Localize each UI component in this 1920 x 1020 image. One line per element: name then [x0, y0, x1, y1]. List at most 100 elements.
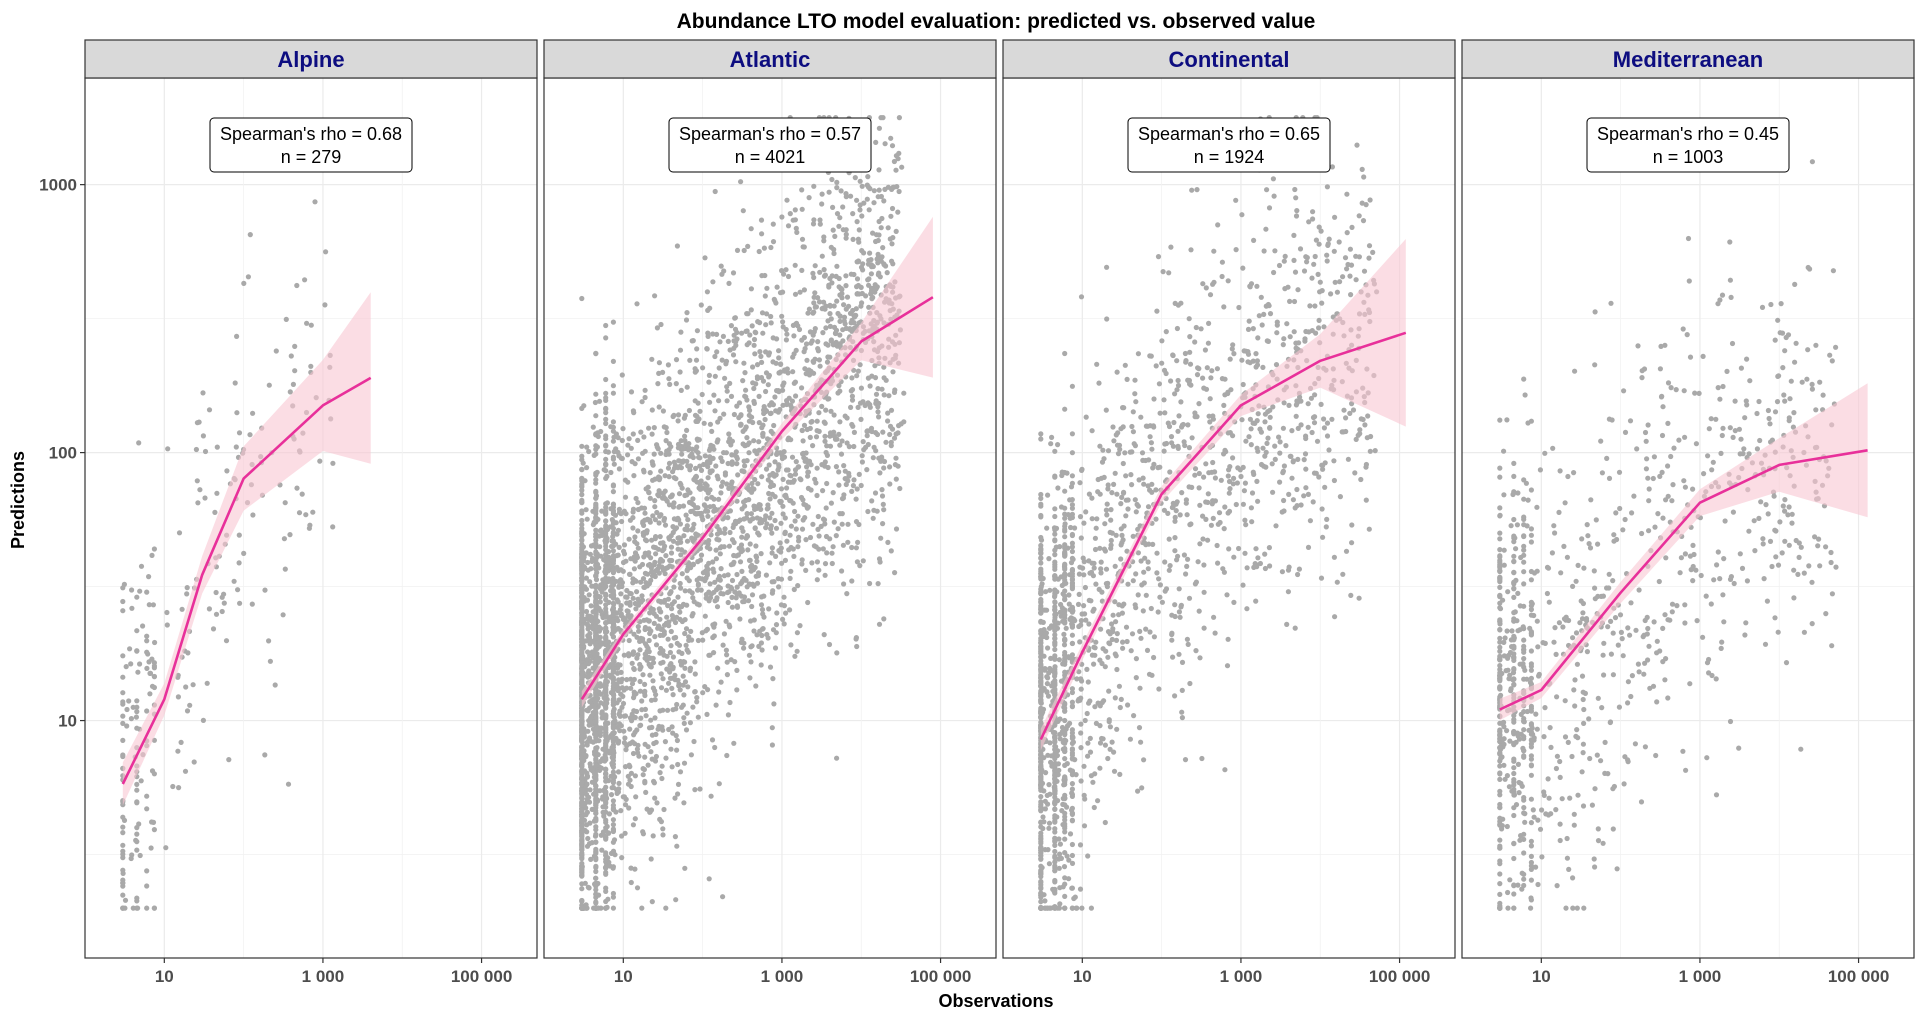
data-point: [728, 481, 734, 487]
data-point: [184, 585, 190, 591]
data-point: [807, 434, 813, 440]
data-point: [609, 785, 615, 791]
data-point: [868, 262, 875, 268]
data-point: [749, 480, 755, 487]
data-point: [802, 515, 808, 521]
data-point: [585, 884, 591, 890]
data-point: [766, 490, 772, 497]
data-point: [631, 473, 637, 479]
data-point: [579, 598, 585, 604]
data-point: [841, 463, 847, 469]
data-point: [579, 905, 585, 911]
data-point: [651, 562, 657, 568]
data-point: [823, 341, 829, 347]
data-point: [1047, 740, 1053, 746]
data-point: [654, 800, 660, 806]
data-point: [740, 441, 746, 447]
data-point: [1069, 383, 1075, 389]
data-point: [603, 606, 609, 612]
data-point: [731, 552, 737, 559]
data-point: [650, 513, 656, 519]
data-point: [880, 245, 886, 251]
data-point: [641, 434, 647, 440]
data-point: [714, 597, 720, 603]
data-point: [584, 597, 591, 603]
data-point: [605, 564, 612, 570]
data-point: [751, 342, 757, 348]
data-point: [675, 535, 681, 541]
data-point: [1319, 506, 1325, 512]
data-point: [675, 594, 681, 600]
data-point: [1240, 501, 1246, 507]
data-point: [595, 695, 601, 702]
data-point: [748, 517, 754, 523]
data-point: [636, 628, 642, 634]
data-point: [1078, 730, 1084, 736]
data-point: [712, 408, 718, 414]
data-point: [1294, 486, 1300, 493]
data-point: [749, 603, 755, 610]
data-point: [819, 201, 825, 207]
data-point: [682, 865, 688, 871]
data-point: [593, 777, 599, 783]
data-point: [742, 370, 748, 376]
data-point: [666, 623, 672, 629]
data-point: [764, 631, 770, 638]
data-point: [879, 493, 886, 499]
data-point: [683, 626, 690, 632]
data-point: [593, 615, 599, 622]
data-point: [610, 530, 617, 536]
data-point: [1176, 413, 1182, 419]
data-point: [834, 650, 840, 656]
data-point: [820, 516, 827, 522]
data-point: [753, 683, 759, 689]
data-point: [661, 424, 667, 430]
data-point: [716, 398, 722, 404]
data-point: [1264, 187, 1270, 193]
data-point: [782, 529, 788, 535]
data-point: [695, 437, 701, 443]
data-point: [876, 218, 882, 225]
data-point: [728, 393, 735, 399]
data-point: [609, 580, 616, 586]
data-point: [671, 584, 677, 590]
data-point: [610, 567, 617, 573]
data-point: [646, 637, 652, 644]
data-point: [579, 715, 585, 721]
data-point: [854, 219, 860, 225]
data-point: [603, 433, 609, 439]
data-point: [828, 408, 834, 414]
data-point: [807, 534, 814, 541]
data-point: [765, 436, 771, 442]
data-point: [821, 267, 827, 273]
data-point: [751, 438, 757, 444]
data-point: [624, 594, 630, 600]
data-point: [280, 612, 286, 618]
data-point: [815, 513, 821, 520]
data-point: [791, 553, 797, 560]
data-point: [889, 205, 896, 212]
data-point: [774, 336, 780, 342]
data-point: [134, 847, 140, 853]
data-point: [843, 283, 849, 289]
data-point: [823, 407, 829, 413]
data-point: [579, 570, 585, 576]
data-point: [609, 538, 615, 544]
data-point: [307, 522, 313, 528]
data-point: [741, 645, 747, 651]
data-point: [759, 310, 766, 316]
data-point: [653, 551, 659, 557]
data-point: [698, 587, 704, 593]
data-point: [1168, 378, 1174, 384]
data-point: [597, 544, 603, 550]
data-point: [822, 459, 828, 465]
data-point: [803, 537, 809, 543]
data-point: [599, 532, 605, 539]
data-point: [790, 479, 796, 485]
data-point: [776, 348, 782, 354]
data-point: [751, 336, 758, 343]
data-point: [1343, 415, 1349, 421]
data-point: [603, 712, 609, 718]
data-point: [310, 509, 316, 515]
data-point: [772, 459, 778, 465]
